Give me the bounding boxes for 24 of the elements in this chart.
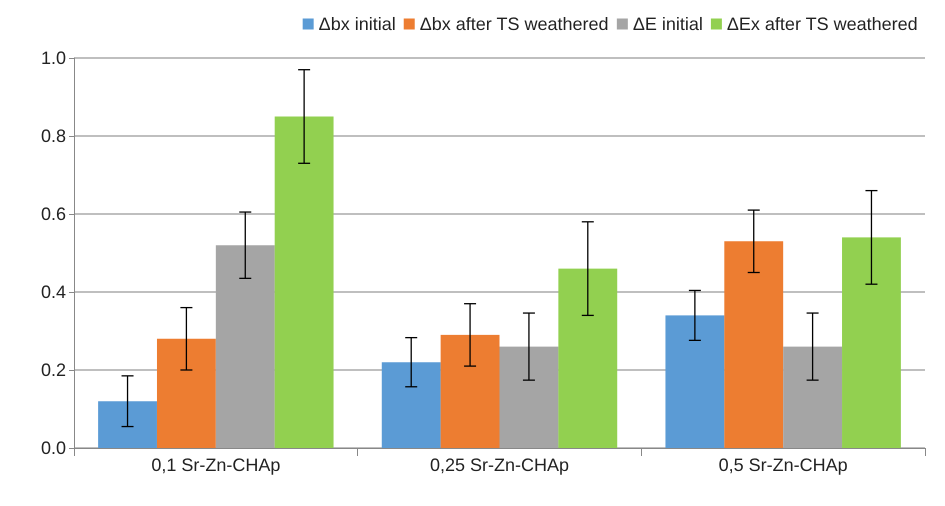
legend-label: ΔE initial (632, 14, 703, 34)
legend-label: Δbx after TS weathered (420, 14, 609, 34)
legend-label: Δbx initial (318, 14, 396, 34)
bar (98, 401, 157, 448)
bar (156, 338, 216, 448)
bar (724, 241, 784, 448)
bar (665, 315, 724, 448)
bar (842, 237, 901, 448)
y-tick-label: 1.0 (40, 48, 66, 68)
bar (274, 116, 334, 448)
bar (558, 268, 618, 448)
y-tick-label: 0.2 (40, 360, 66, 380)
y-tick-label: 0.4 (40, 282, 66, 302)
bar (783, 346, 842, 448)
y-tick-label: 0.8 (40, 126, 66, 146)
y-tick-label: 0.0 (40, 438, 66, 458)
bar (440, 334, 500, 448)
bar (382, 362, 441, 448)
x-tick-label: 0,5 Sr-Zn-CHAp (718, 455, 848, 475)
y-tick-label: 0.6 (40, 204, 66, 224)
legend-label: ΔEx after TS weathered (726, 14, 918, 34)
x-tick-label: 0,1 Sr-Zn-CHAp (151, 455, 280, 475)
x-tick-label: 0,25 Sr-Zn-CHAp (430, 455, 570, 475)
bar (500, 346, 558, 448)
